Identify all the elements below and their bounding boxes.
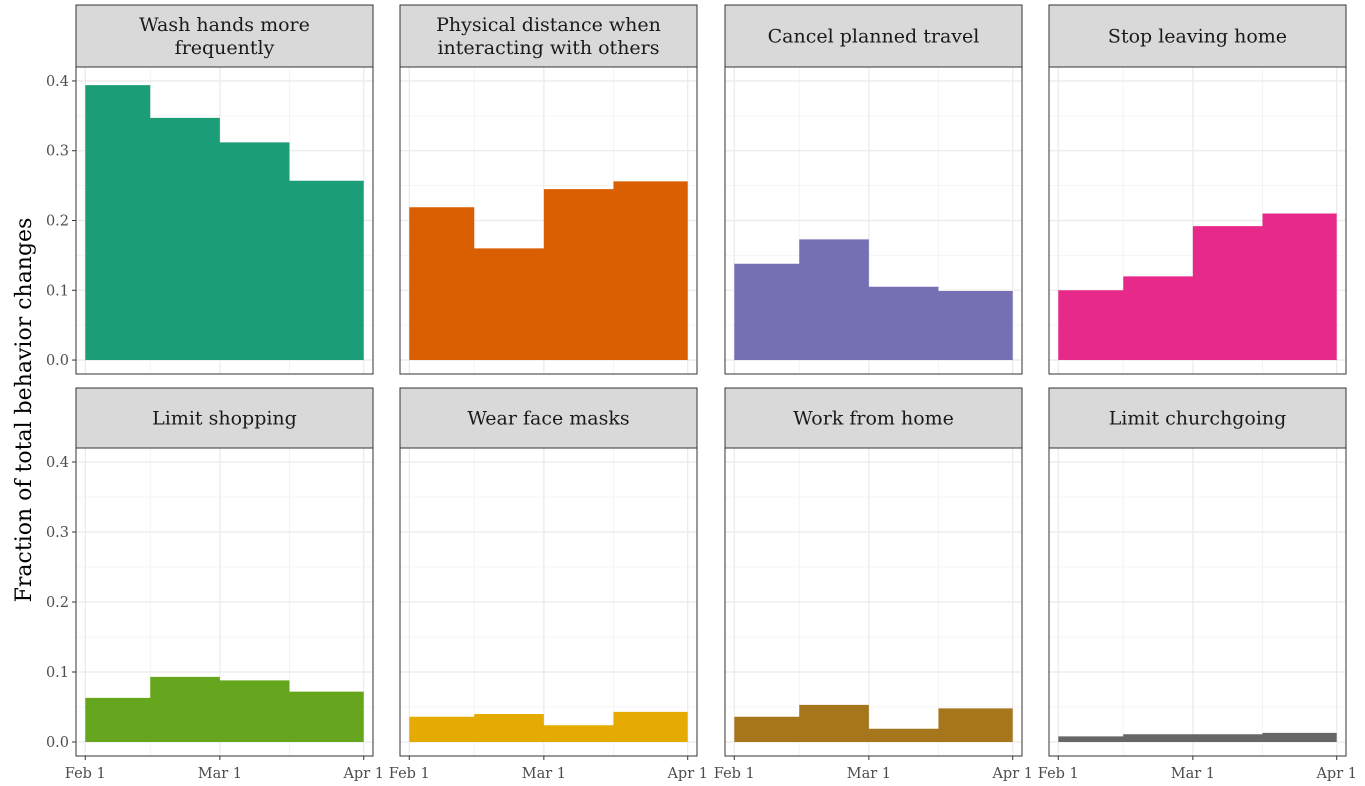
facet-title: Work from home [793,408,954,430]
y-axis-label: Fraction of total behavior changes [12,218,37,603]
facet-strip [75,387,374,449]
series-area [734,239,1013,361]
facet-title: Limit churchgoing [1109,408,1287,430]
y-tick-label: 0.1 [46,665,69,681]
y-tick-label: 0.4 [46,74,69,90]
facet-strip [75,4,374,68]
x-tick-label: Feb 1 [389,766,430,782]
facet-strip [399,4,698,68]
series-area [85,85,364,361]
facet-title: Wear face masks [467,408,629,430]
x-tick-label: Mar 1 [198,766,242,782]
facet-strip [724,4,1023,68]
facet-strip [1048,387,1347,449]
series-area [1058,213,1337,361]
y-tick-label: 0.1 [46,283,69,299]
series-area [85,676,364,742]
facet-title: Stop leaving home [1108,26,1287,48]
series-area [409,711,688,742]
facet-title: Limit shopping [152,408,297,430]
series-area [1058,732,1337,742]
x-tick-label: Feb 1 [65,766,106,782]
x-tick-label: Apr 1 [666,766,708,782]
x-tick-label: Apr 1 [1315,766,1357,782]
y-tick-label: 0.2 [46,595,69,611]
facet-panel: Wear face masks Feb 1 Mar 1 Apr 1 [389,387,708,782]
series-area [734,704,1013,742]
x-tick-label: Mar 1 [1171,766,1215,782]
facet-panel: Limit churchgoing Feb 1 Mar 1 Apr 1 [1038,387,1357,782]
facet-title: interacting with others [437,37,659,59]
y-tick-label: 0.0 [46,353,69,369]
facet-title: Cancel planned travel [768,26,980,48]
x-tick-label: Apr 1 [991,766,1033,782]
x-tick-label: Feb 1 [1038,766,1079,782]
facet-panel: Limit shopping 0.0 0.1 0.2 0.3 0.4 Feb 1 Mar 1 A… [46,387,384,782]
x-tick-label: Apr 1 [342,766,384,782]
facet-title: Wash hands more [139,14,310,36]
x-tick-label: Feb 1 [714,766,755,782]
facet-panel: Cancel planned travel [724,4,1023,375]
facet-strip [1048,4,1347,68]
y-tick-label: 0.4 [46,455,69,471]
facet-title: Physical distance when [436,14,661,36]
y-tick-label: 0.2 [46,214,69,230]
series-area [409,181,688,361]
x-tick-label: Mar 1 [522,766,566,782]
y-tick-label: 0.3 [46,144,69,160]
facet-strip [399,387,698,449]
facet-panel: Stop leaving home [1048,4,1347,375]
facet-panel: Work from home Feb 1 Mar 1 Apr 1 [714,387,1033,782]
y-tick-label: 0.3 [46,525,69,541]
x-tick-label: Mar 1 [847,766,891,782]
facet-title: frequently [175,37,275,59]
facet-strip [724,387,1023,449]
y-tick-label: 0.0 [46,735,69,751]
